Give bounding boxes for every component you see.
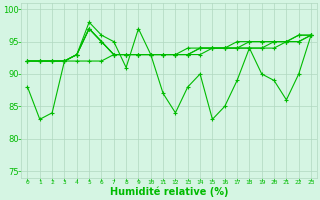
X-axis label: Humidité relative (%): Humidité relative (%) [110,187,228,197]
